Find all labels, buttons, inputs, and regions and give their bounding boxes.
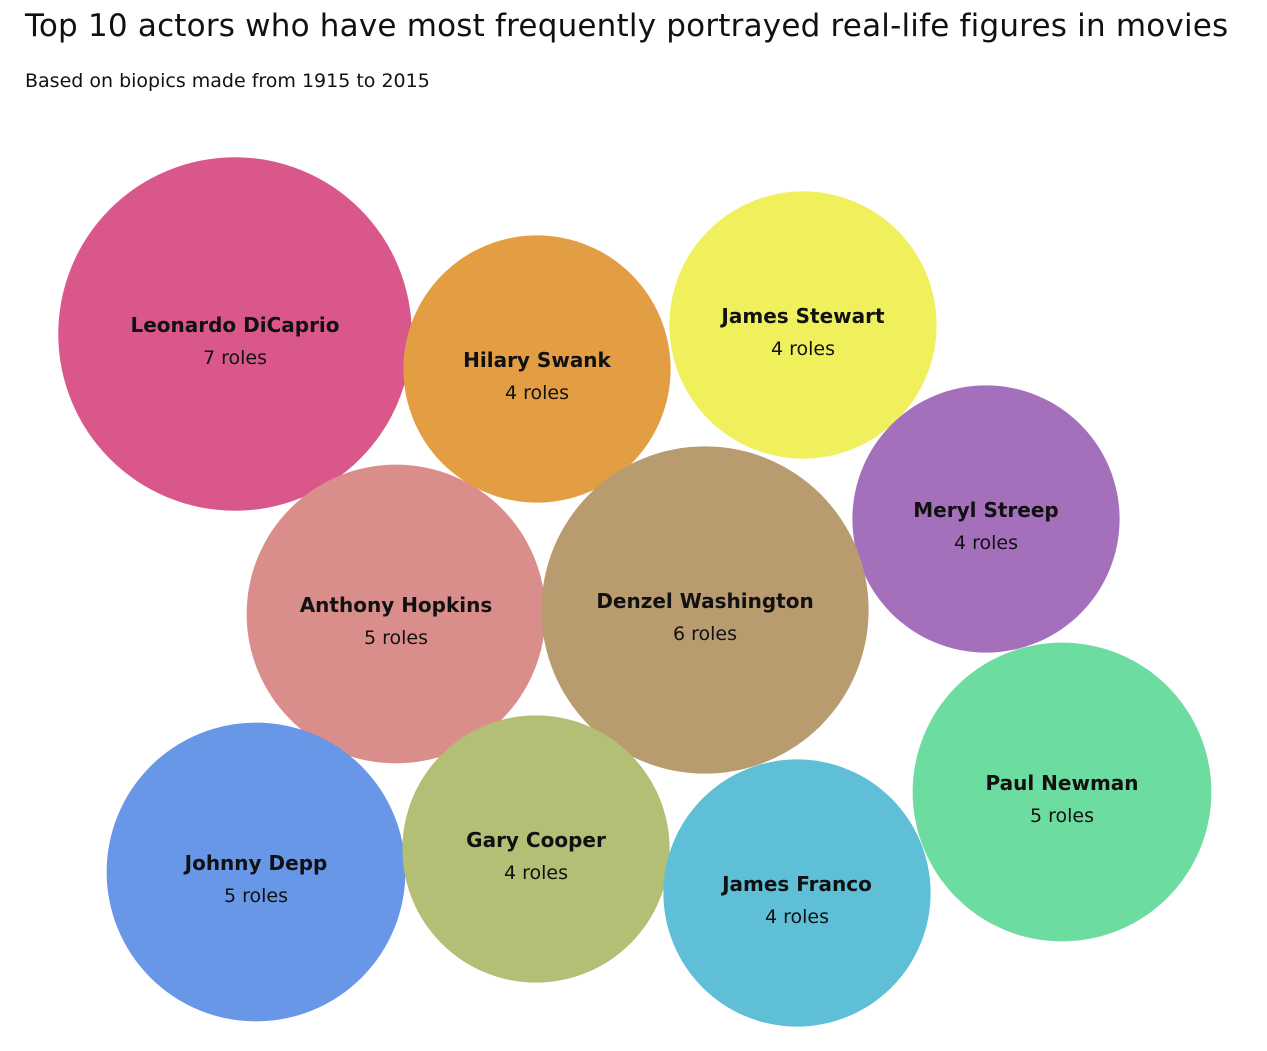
bubble-denzel-washington: Denzel Washington 6 roles bbox=[541, 446, 869, 774]
bubble-value-label: 4 roles bbox=[505, 382, 569, 404]
bubble-circle bbox=[852, 385, 1120, 653]
bubble-value-label: 7 roles bbox=[203, 347, 267, 369]
bubble-name-label: Leonardo DiCaprio bbox=[130, 313, 339, 337]
bubble-circle bbox=[106, 722, 406, 1022]
bubble-value-label: 5 roles bbox=[364, 627, 428, 649]
bubble-name-label: James Stewart bbox=[719, 304, 885, 328]
bubble-value-label: 4 roles bbox=[771, 338, 835, 360]
bubble-name-label: Gary Cooper bbox=[466, 828, 606, 852]
bubble-circle bbox=[663, 759, 931, 1027]
bubble-james-stewart: James Stewart 4 roles bbox=[669, 191, 937, 459]
bubble-meryl-streep: Meryl Streep 4 roles bbox=[852, 385, 1120, 653]
bubble-paul-newman: Paul Newman 5 roles bbox=[912, 642, 1212, 942]
bubble-circle bbox=[246, 464, 546, 764]
bubble-name-label: Paul Newman bbox=[985, 771, 1138, 795]
bubble-gary-cooper: Gary Cooper 4 roles bbox=[402, 715, 670, 983]
bubble-circle bbox=[402, 715, 670, 983]
bubble-circle bbox=[669, 191, 937, 459]
bubble-james-franco: James Franco 4 roles bbox=[663, 759, 931, 1027]
bubble-circle bbox=[541, 446, 869, 774]
bubble-leonardo-dicaprio: Leonardo DiCaprio 7 roles bbox=[58, 157, 412, 511]
bubble-circle bbox=[403, 235, 671, 503]
bubble-johnny-depp: Johnny Depp 5 roles bbox=[106, 722, 406, 1022]
bubble-hilary-swank: Hilary Swank 4 roles bbox=[403, 235, 671, 503]
bubble-value-label: 6 roles bbox=[673, 623, 737, 645]
bubble-value-label: 4 roles bbox=[504, 862, 568, 884]
bubble-circle bbox=[58, 157, 412, 511]
bubble-name-label: Hilary Swank bbox=[463, 348, 611, 372]
bubble-circle bbox=[912, 642, 1212, 942]
bubble-name-label: Denzel Washington bbox=[596, 589, 813, 613]
bubble-value-label: 4 roles bbox=[954, 532, 1018, 554]
bubble-value-label: 4 roles bbox=[765, 906, 829, 928]
bubble-value-label: 5 roles bbox=[224, 885, 288, 907]
bubble-name-label: James Franco bbox=[720, 872, 872, 896]
chart-title: Top 10 actors who have most frequently p… bbox=[25, 8, 1229, 44]
bubble-name-label: Meryl Streep bbox=[913, 498, 1058, 522]
bubble-value-label: 5 roles bbox=[1030, 805, 1094, 827]
chart-subtitle: Based on biopics made from 1915 to 2015 bbox=[25, 70, 430, 92]
bubble-name-label: Johnny Depp bbox=[183, 851, 328, 875]
bubble-anthony-hopkins: Anthony Hopkins 5 roles bbox=[246, 464, 546, 764]
bubble-name-label: Anthony Hopkins bbox=[300, 593, 493, 617]
